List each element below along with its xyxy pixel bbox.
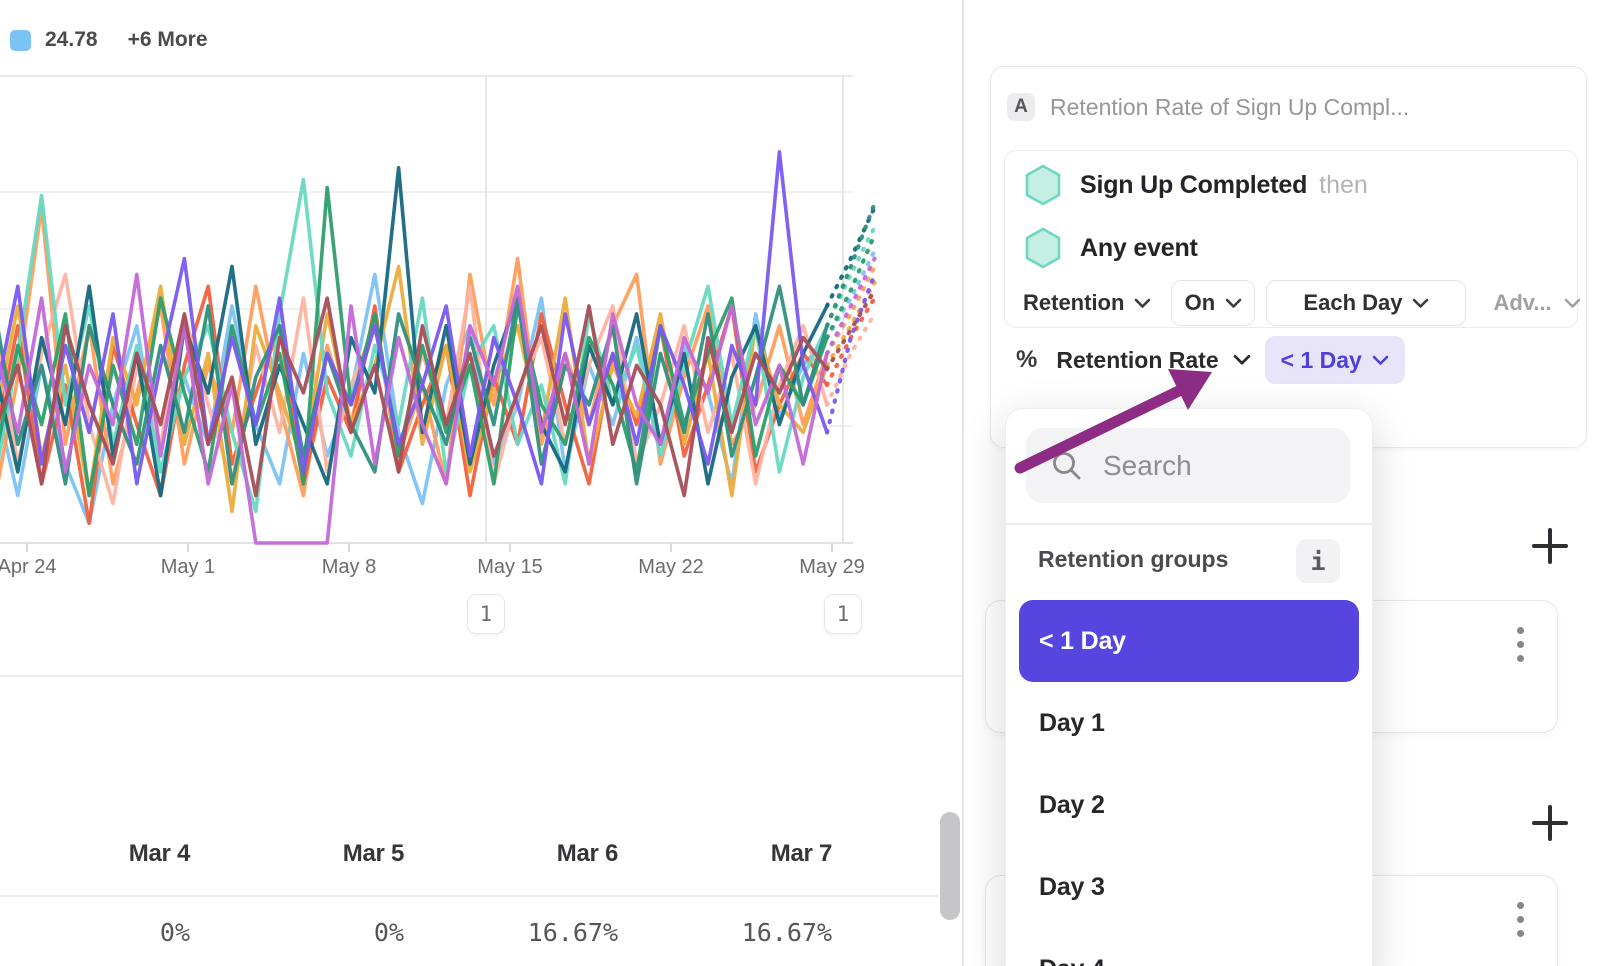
table-cell: 0% bbox=[373, 918, 404, 947]
kebab-menu-icon[interactable] bbox=[1517, 902, 1525, 937]
chevron-down-icon bbox=[1225, 298, 1242, 308]
dropdown-item[interactable]: Day 1 bbox=[1039, 708, 1105, 737]
series-badge: A bbox=[1007, 93, 1035, 121]
percent-icon: % bbox=[1016, 346, 1038, 373]
group-label: Retention groups bbox=[1038, 546, 1229, 572]
add-step-button[interactable] bbox=[1532, 528, 1568, 564]
group-header-row: Retention groups i bbox=[1006, 531, 1372, 591]
x-axis-label: May 8 bbox=[321, 556, 377, 578]
table-divider bbox=[0, 895, 938, 897]
x-axis-label: May 15 bbox=[477, 556, 543, 578]
event-name[interactable]: Sign Up Completed bbox=[1080, 170, 1308, 199]
table-header: Mar 4 bbox=[128, 840, 191, 867]
chevron-down-icon bbox=[1372, 355, 1389, 365]
annotation-badge[interactable]: 1 bbox=[467, 594, 505, 634]
x-axis-label: May 29 bbox=[799, 556, 865, 578]
info-icon[interactable]: i bbox=[1296, 539, 1340, 583]
panel-divider bbox=[962, 0, 964, 966]
retention-line-chart[interactable] bbox=[0, 75, 890, 557]
event-row-2[interactable]: Any event bbox=[1024, 227, 1198, 269]
x-axis-labels: Apr 24 May 1 May 8 May 15 May 22 May 29 bbox=[0, 556, 890, 586]
vertical-scrollbar[interactable] bbox=[940, 812, 960, 920]
event-name[interactable]: Any event bbox=[1080, 233, 1198, 262]
chart-legend: 24.78 +6 More bbox=[10, 28, 208, 52]
event-then-label: then bbox=[1319, 170, 1368, 199]
table-header: Mar 6 bbox=[556, 840, 619, 867]
each-day-dropdown-button[interactable]: Each Day bbox=[1266, 280, 1467, 326]
metric-dropdown[interactable]: Retention Rate bbox=[1056, 346, 1219, 373]
chart-pane: 24.78 +6 More Apr 24 May 1 May 8 May 15 May … bbox=[0, 28, 963, 947]
event-block: Sign Up Completed then Any event Retenti… bbox=[1004, 150, 1581, 328]
x-axis-label: May 1 bbox=[160, 556, 216, 578]
x-axis-label: May 22 bbox=[638, 556, 704, 578]
section-divider bbox=[0, 675, 963, 677]
dropdown-item[interactable]: Day 3 bbox=[1039, 872, 1105, 901]
legend-value: 24.78 bbox=[45, 28, 98, 51]
advanced-dropdown[interactable]: Adv... bbox=[1493, 290, 1581, 316]
retention-chart bbox=[0, 75, 877, 552]
table-header: Mar 5 bbox=[342, 840, 405, 867]
chevron-down-icon bbox=[1233, 354, 1250, 365]
annotation-badge[interactable]: 1 bbox=[824, 594, 862, 634]
event-row-1[interactable]: Sign Up Completed then bbox=[1024, 164, 1368, 206]
event-hexagon-icon bbox=[1025, 227, 1061, 269]
chevron-down-icon bbox=[1135, 298, 1151, 308]
chevron-down-icon bbox=[1413, 298, 1429, 308]
dropdown-items: < 1 Day Day 1 Day 2 Day 3 Day 4 bbox=[1006, 600, 1372, 966]
table-cell: 0% bbox=[159, 918, 190, 947]
search-box[interactable] bbox=[1026, 428, 1350, 503]
dropdown-item[interactable]: Day 2 bbox=[1039, 790, 1105, 819]
query-title[interactable]: Retention Rate of Sign Up Compl... bbox=[1050, 93, 1410, 120]
metric-row: % Retention Rate < 1 Day bbox=[1016, 336, 1405, 384]
event-hexagon-icon bbox=[1025, 164, 1061, 206]
controls-row: Retention On Each Day Adv... bbox=[1017, 280, 1581, 326]
legend-more-button[interactable]: +6 More bbox=[127, 28, 208, 51]
dropdown-item[interactable]: Day 4 bbox=[1006, 928, 1372, 966]
search-icon bbox=[1053, 451, 1081, 479]
legend-swatch bbox=[10, 29, 31, 51]
dropdown-item[interactable]: < 1 Day bbox=[1019, 600, 1359, 682]
add-step-button[interactable] bbox=[1532, 805, 1568, 841]
retention-groups-dropdown: Retention groups i < 1 Day Day 1 Day 2 Day … bbox=[1005, 408, 1373, 966]
query-card: A Retention Rate of Sign Up Compl... Sig… bbox=[990, 66, 1587, 448]
retention-mode-dropdown[interactable]: Retention bbox=[1017, 290, 1157, 316]
table-cell: 16.67% bbox=[527, 918, 618, 947]
x-axis-label: Apr 24 bbox=[0, 556, 57, 578]
table-header: Mar 7 bbox=[770, 840, 833, 867]
search-input[interactable] bbox=[1103, 449, 1333, 482]
table-cell: 16.67% bbox=[741, 918, 832, 947]
chevron-down-icon bbox=[1564, 298, 1581, 308]
dropdown-divider bbox=[1006, 523, 1372, 525]
retention-group-pill[interactable]: < 1 Day bbox=[1264, 336, 1405, 384]
on-dropdown-button[interactable]: On bbox=[1171, 280, 1256, 326]
query-panel: A Retention Rate of Sign Up Compl... Sig… bbox=[963, 0, 1616, 966]
query-card-header: A Retention Rate of Sign Up Compl... bbox=[1007, 93, 1567, 121]
kebab-menu-icon[interactable] bbox=[1517, 627, 1525, 662]
